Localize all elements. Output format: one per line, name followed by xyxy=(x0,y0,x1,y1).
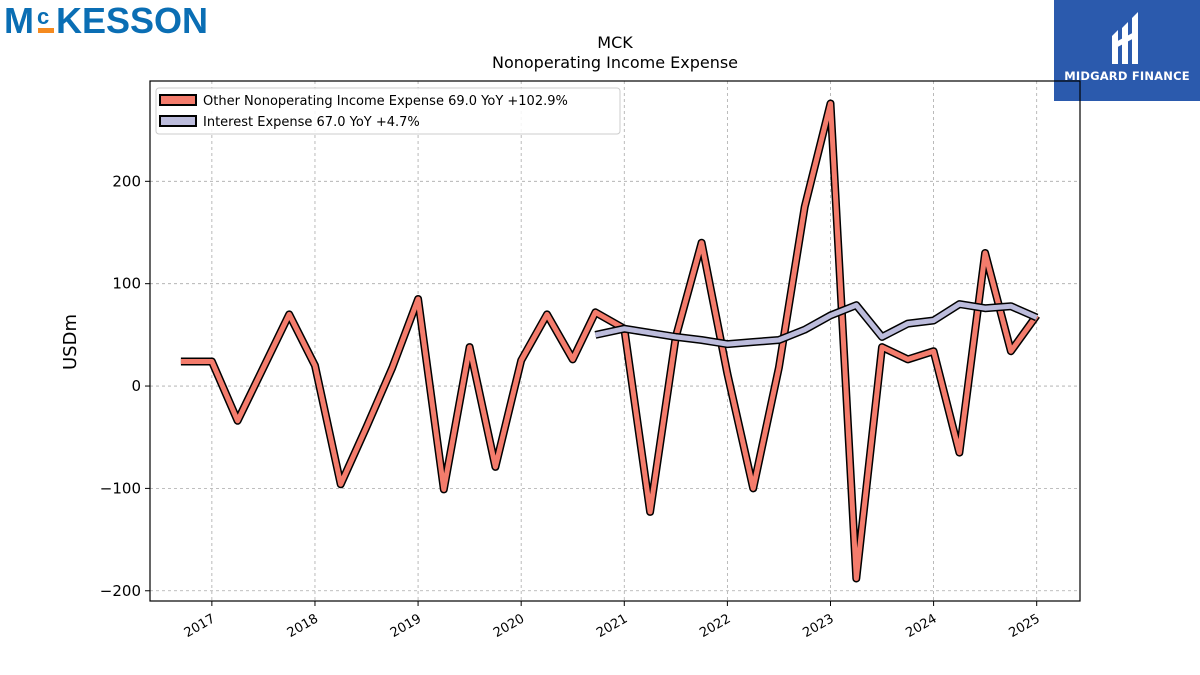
legend-swatch-1 xyxy=(159,115,197,127)
series-lines xyxy=(180,99,1040,583)
y-axis-ticks: −200 −100 0 100 200 xyxy=(100,172,150,600)
series-line-0 xyxy=(180,101,1039,581)
x-tick-label: 2024 xyxy=(903,611,939,641)
midgard-finance-wordmark: MIDGARD FINANCE xyxy=(1064,69,1190,83)
x-tick-label: 2018 xyxy=(285,611,321,641)
y-tick-label: −200 xyxy=(100,582,141,600)
x-axis-ticks: 2017 2018 2019 2020 2021 2022 2023 2024 2025 xyxy=(182,601,1043,641)
y-tick-label: 200 xyxy=(112,172,141,190)
x-tick-label: 2020 xyxy=(491,611,527,641)
legend-label-0: Other Nonoperating Income Expense 69.0 Y… xyxy=(203,94,568,109)
plot-frame xyxy=(149,80,1081,602)
series-outline-0 xyxy=(180,99,1040,583)
y-tick-label: 100 xyxy=(112,275,141,293)
x-tick-label: 2023 xyxy=(800,611,836,641)
grid-lines xyxy=(150,81,1080,601)
mckesson-logo-wordmark: KESSON xyxy=(56,2,208,38)
x-tick-label: 2019 xyxy=(388,611,424,641)
legend-label-1: Interest Expense 67.0 YoY +4.7% xyxy=(203,115,420,130)
y-tick-label: −100 xyxy=(100,479,141,497)
midgard-finance-logo: MIDGARD FINANCE xyxy=(1054,0,1200,101)
midgard-emblem-icon xyxy=(1112,12,1138,64)
mckesson-logo: M c KESSON xyxy=(4,2,208,38)
mckesson-logo-accent-bar xyxy=(38,28,54,33)
mckesson-logo-m: M xyxy=(4,2,34,38)
y-tick-label: 0 xyxy=(131,377,141,395)
series-line-1 xyxy=(594,301,1038,347)
x-tick-label: 2021 xyxy=(594,611,630,641)
x-tick-label: 2022 xyxy=(697,611,733,641)
y-axis-label: USDm xyxy=(60,314,81,370)
legend-box xyxy=(155,87,621,135)
x-tick-label: 2025 xyxy=(1007,611,1043,641)
x-tick-label: 2017 xyxy=(182,611,218,641)
mckesson-logo-c: c xyxy=(37,4,49,29)
chart-title: MCK xyxy=(597,33,633,52)
chart-subtitle: Nonoperating Income Expense xyxy=(492,53,738,72)
legend: Other Nonoperating Income Expense 69.0 Y… xyxy=(155,87,621,135)
legend-swatch-0 xyxy=(159,94,197,106)
